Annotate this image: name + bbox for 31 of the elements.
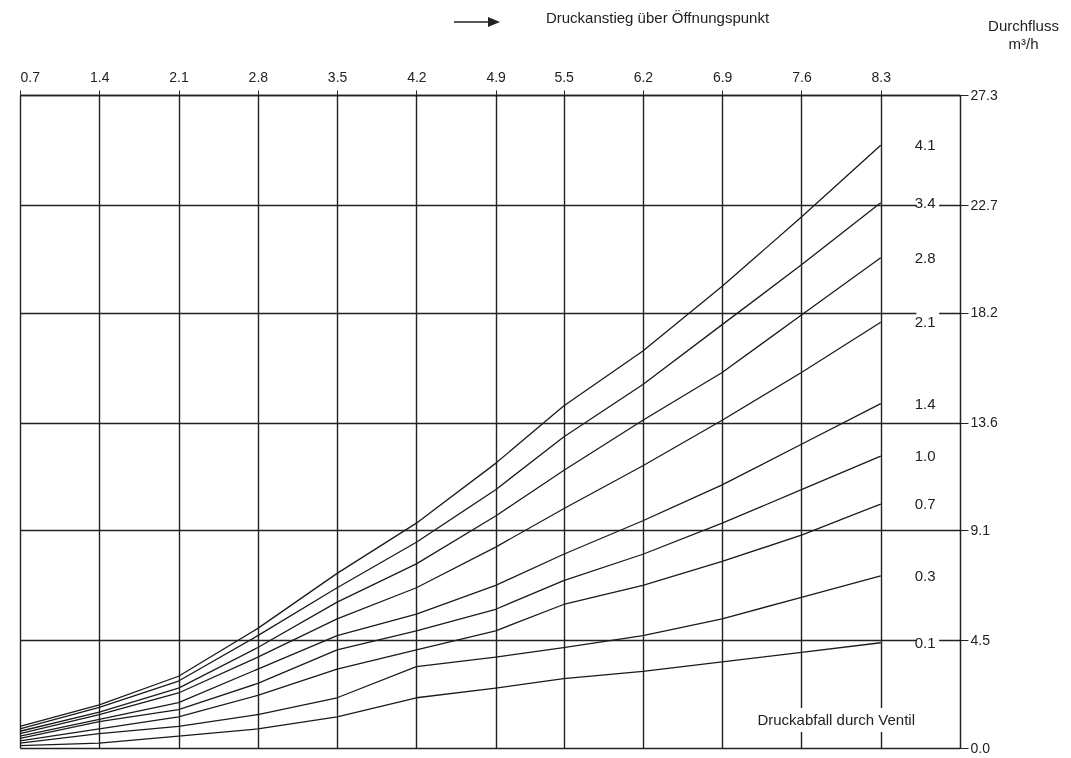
text: 4.1 [914,136,936,154]
y-tick-label: 18.2 [970,304,998,321]
x-axis-title: Druckanstieg über Öffnungspunkt [545,8,770,26]
x-tick-label: 6.2 [633,68,654,85]
y-axis-title: Durchfluss m³/h [988,16,1059,52]
text: 2.8 [914,248,936,266]
x-tick-label: 4.9 [486,68,507,85]
text: 0.7 [914,495,936,513]
text: 0.1 [914,633,936,651]
text: 2.1 [914,313,936,331]
x-tick-label: 7.6 [792,68,812,85]
y-tick-label: 4.5 [970,631,991,648]
x-tick-label: 1.4 [90,68,110,85]
y-tick-label: 9.1 [970,521,991,538]
y-tick-label: 27.3 [970,86,998,103]
text: 1.0 [914,447,936,465]
x-tick-label: 8.3 [871,68,892,85]
x-tick-label: 0.7 [20,68,41,85]
x-tick-label: 6.9 [712,68,733,85]
y-tick-label: 22.7 [970,196,998,213]
x-tick-label: 5.5 [554,68,575,85]
text: 3.4 [914,193,936,211]
y-tick-label: 0.0 [970,739,991,756]
x-tick-label: 3.5 [327,68,348,85]
x-tick-label: 2.1 [169,68,189,85]
annotation: Druckabfall durch Ventil [757,711,915,728]
x-tick-label: 4.2 [407,68,427,85]
text: 0.3 [914,566,936,584]
y-tick-label: 13.6 [970,414,998,431]
text: 1.4 [914,394,936,412]
x-tick-label: 2.8 [248,68,269,85]
